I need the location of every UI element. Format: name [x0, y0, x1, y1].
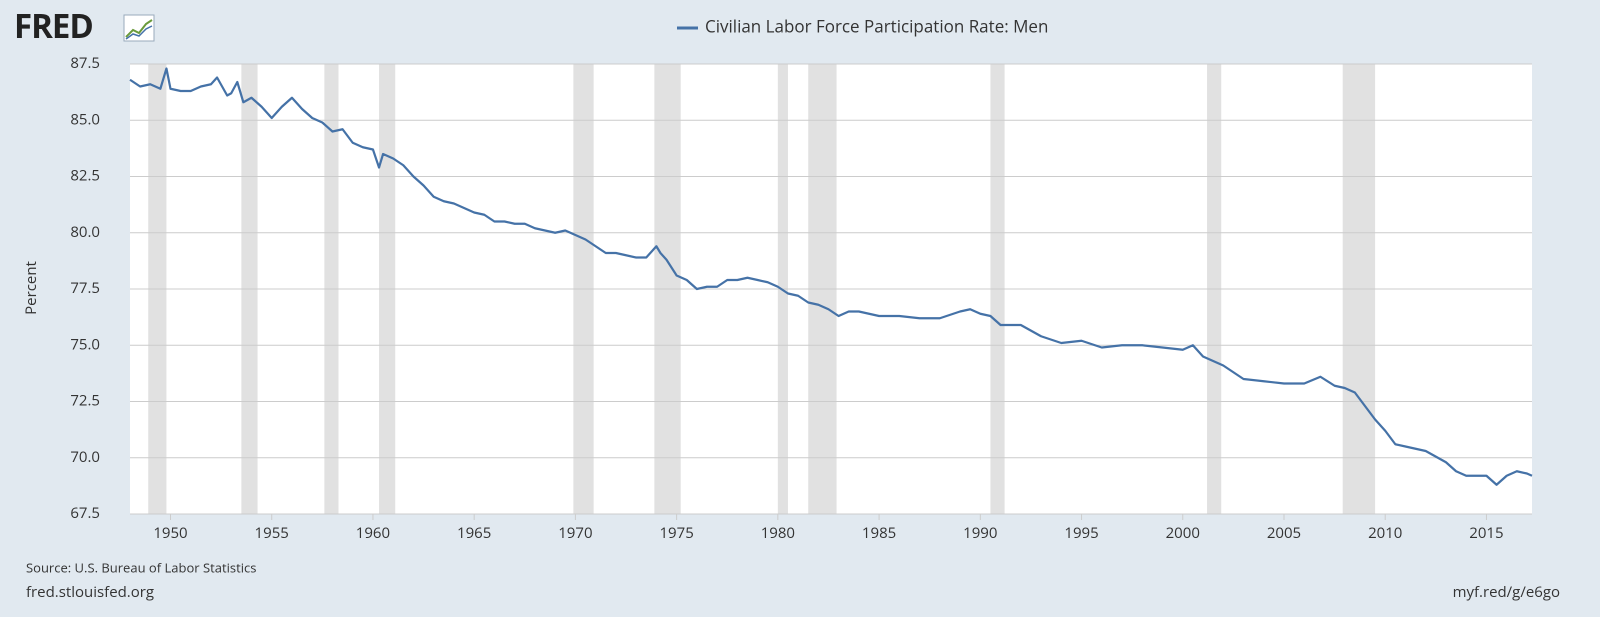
x-tick-label: 2000	[1166, 523, 1200, 543]
x-tick-label: 1965	[457, 523, 491, 543]
legend-label: Civilian Labor Force Participation Rate:…	[705, 15, 1048, 38]
x-tick-label: 1990	[963, 523, 997, 543]
y-tick-label: 75.0	[70, 334, 100, 354]
y-tick-label: 85.0	[70, 109, 100, 129]
x-tick-label: 1975	[659, 523, 693, 543]
x-tick-label: 1995	[1064, 523, 1098, 543]
data-line	[129, 67, 1533, 486]
x-tick-label: 1970	[558, 523, 592, 543]
x-tick-label: 1955	[255, 523, 289, 543]
site-link[interactable]: fred.stlouisfed.org	[26, 582, 154, 602]
x-tick-label: 1960	[356, 523, 390, 543]
logo-icon	[123, 14, 155, 42]
x-tick-label: 2010	[1368, 523, 1402, 543]
x-tick-label: 2005	[1267, 523, 1301, 543]
short-url[interactable]: myf.red/g/e6go	[1453, 582, 1560, 602]
y-tick-label: 87.5	[70, 53, 100, 73]
source-note: Source: U.S. Bureau of Labor Statistics	[26, 558, 256, 576]
y-axis-label: Percent	[21, 261, 41, 315]
y-tick-label: 82.5	[70, 166, 100, 186]
y-tick-label: 67.5	[70, 503, 100, 523]
x-tick-label: 1980	[761, 523, 795, 543]
x-tick-label: 1985	[862, 523, 896, 543]
y-tick-label: 72.5	[70, 391, 100, 411]
x-tick-label: 1950	[153, 523, 187, 543]
y-tick-label: 70.0	[70, 447, 100, 467]
y-tick-label: 80.0	[70, 222, 100, 242]
brand-logo: FRED	[14, 3, 93, 48]
y-tick-label: 77.5	[70, 278, 100, 298]
x-tick-label: 2015	[1469, 523, 1503, 543]
